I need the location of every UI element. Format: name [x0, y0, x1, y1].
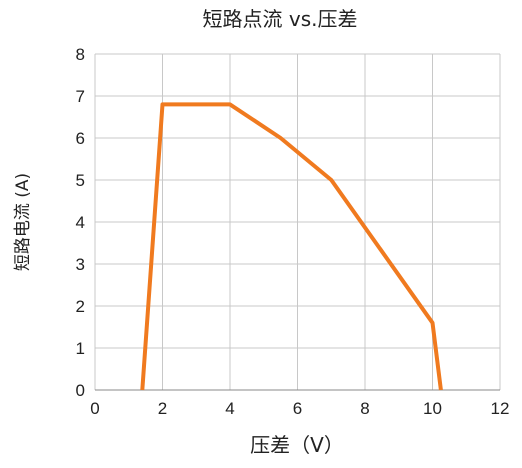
series-layer — [140, 102, 443, 391]
y-tick-label: 7 — [76, 87, 85, 106]
x-tick-label: 12 — [491, 399, 510, 418]
y-axis-title: 短路电流 (A) — [13, 173, 33, 271]
chart-title: 短路点流 vs.压差 — [203, 7, 358, 31]
x-tick-label: 2 — [158, 399, 167, 418]
x-tick-label: 0 — [90, 399, 99, 418]
y-tick-label: 3 — [76, 255, 85, 274]
x-tick-label: 10 — [423, 399, 442, 418]
grid — [94, 53, 501, 391]
y-tick-label: 4 — [76, 213, 85, 232]
x-axis-title: 压差（V） — [250, 433, 344, 457]
y-tick-label: 8 — [76, 45, 85, 64]
y-tick-label: 6 — [76, 129, 85, 148]
x-tick-label: 6 — [293, 399, 302, 418]
y-tick-label: 1 — [76, 339, 85, 358]
y-tick-label: 2 — [76, 297, 85, 316]
x-tick-label: 8 — [360, 399, 369, 418]
y-tick-label: 5 — [76, 171, 85, 190]
x-tick-label: 4 — [225, 399, 234, 418]
y-tick-label: 0 — [76, 381, 85, 400]
series-line — [140, 102, 443, 391]
